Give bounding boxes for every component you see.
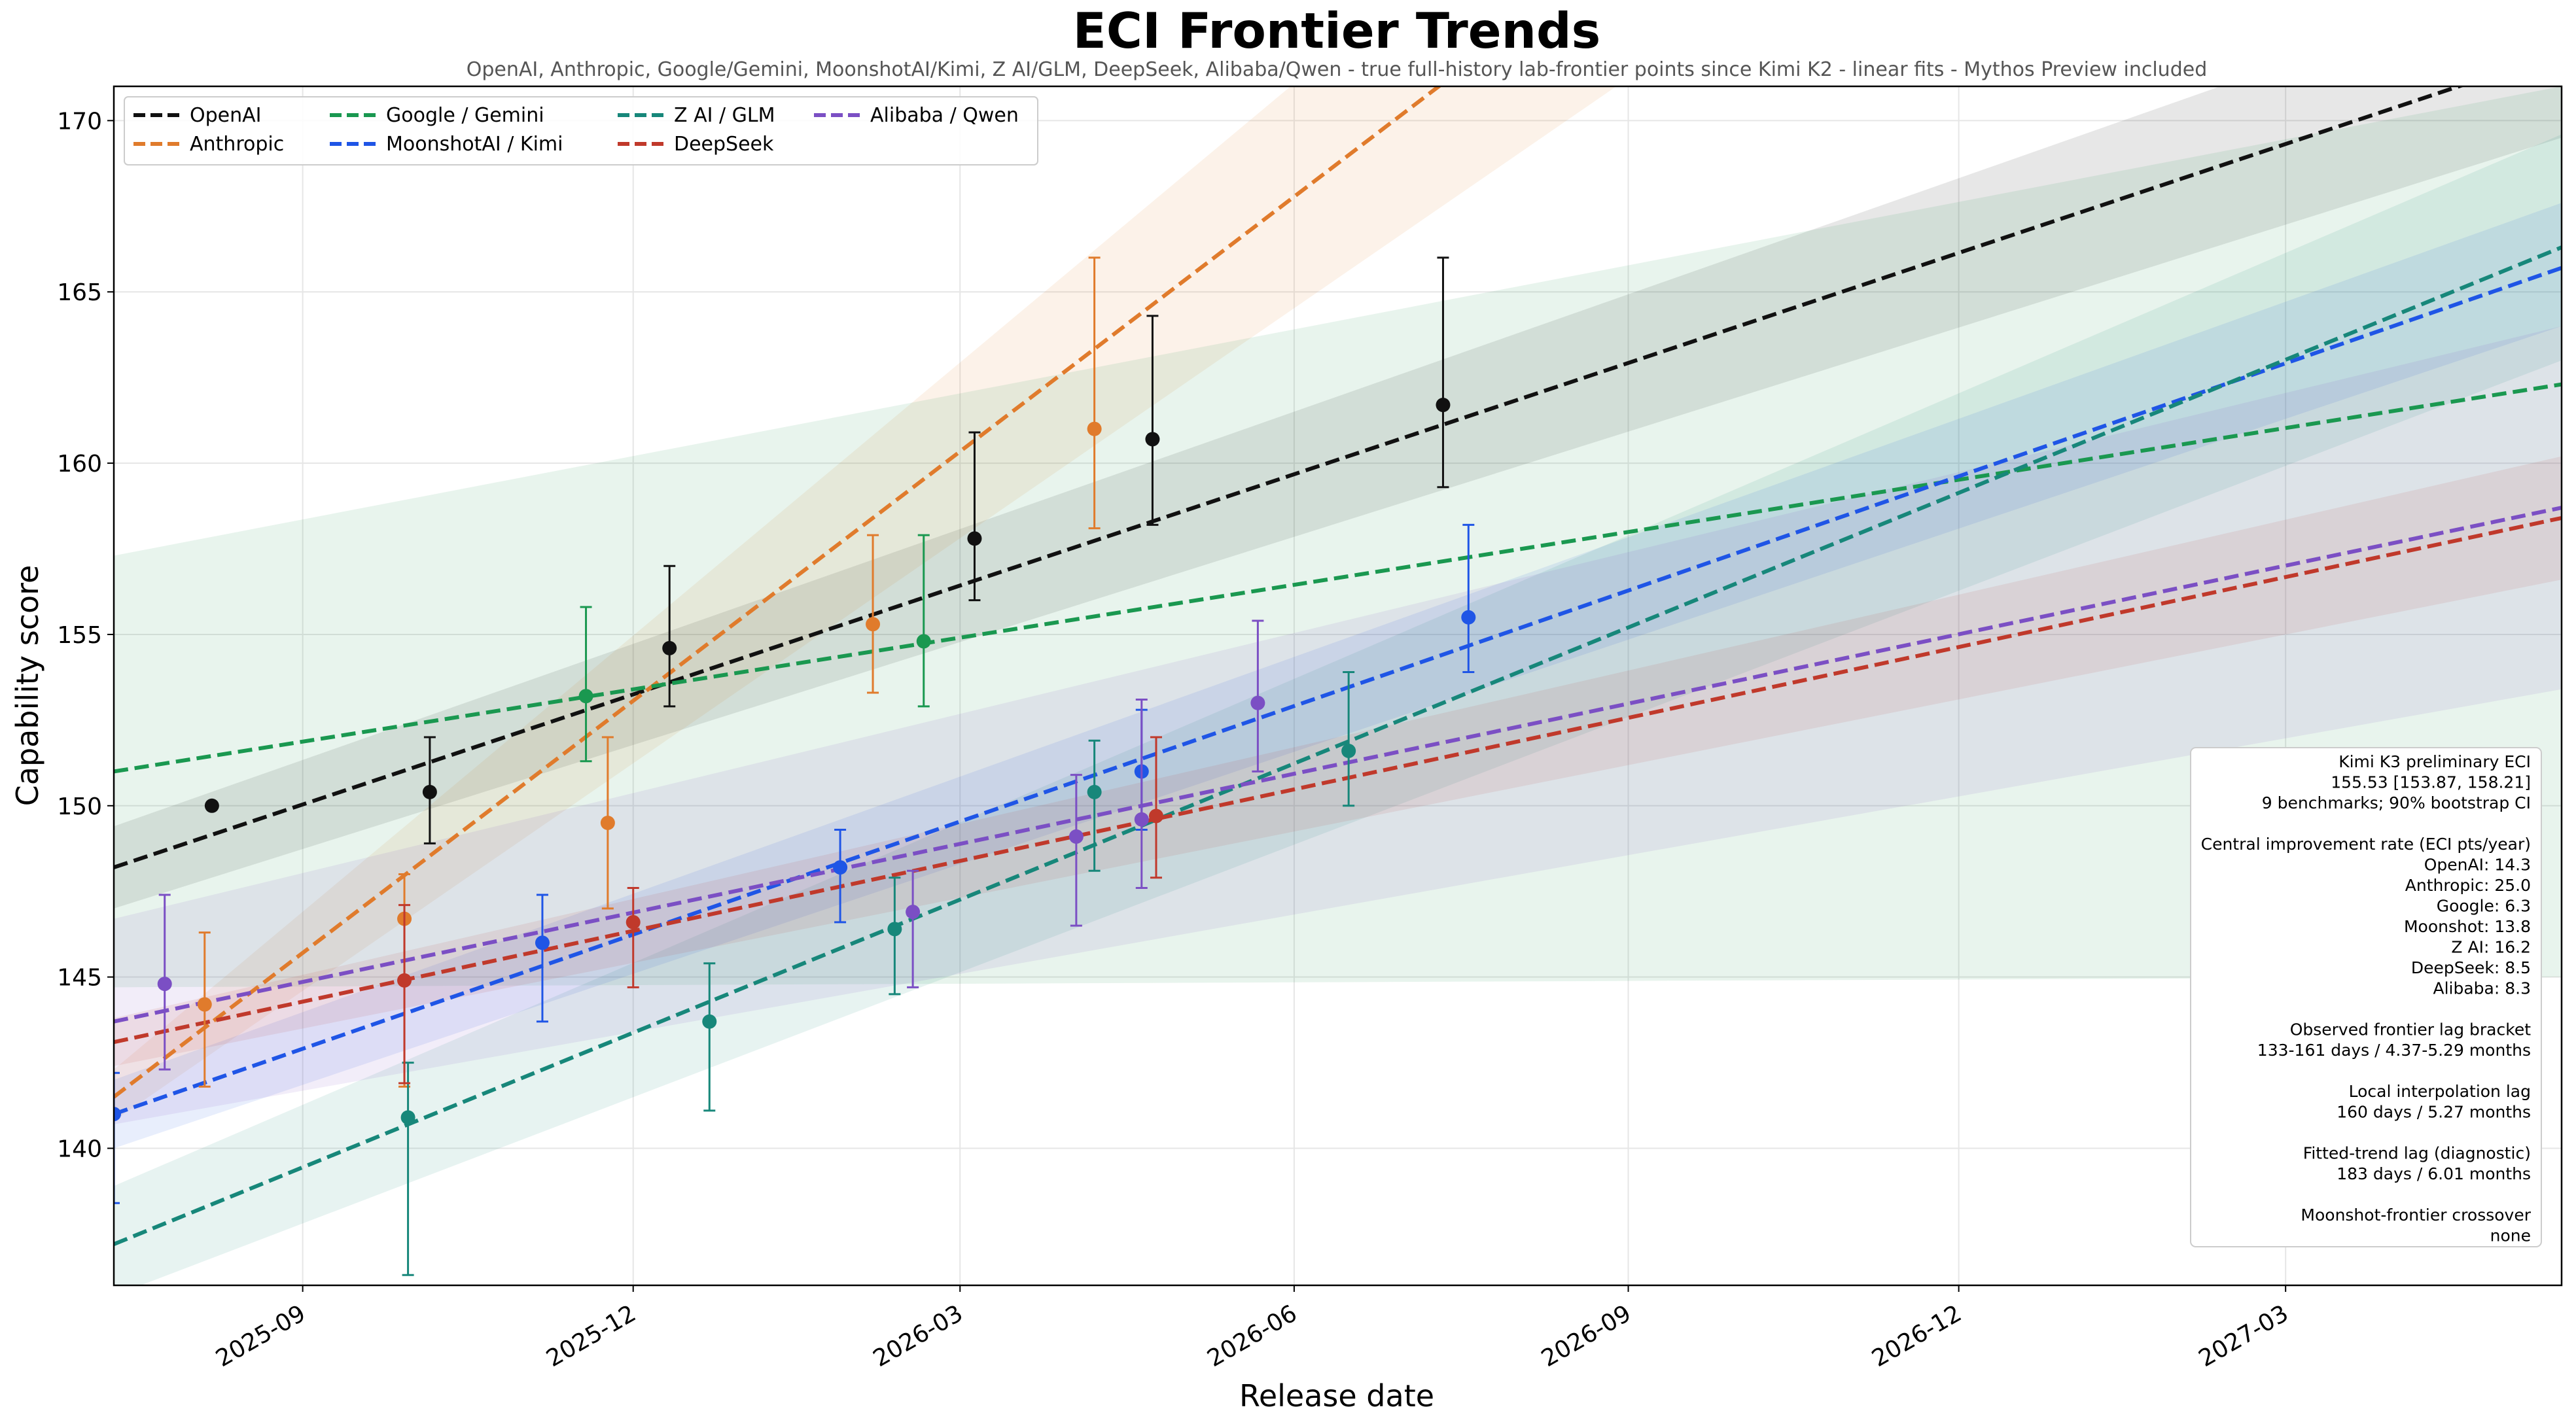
data-point xyxy=(1145,432,1160,447)
data-point xyxy=(197,997,212,1012)
legend-label: Z AI / GLM xyxy=(674,104,775,127)
confidence-band xyxy=(114,134,2562,1285)
confidence-band xyxy=(114,86,1617,1121)
info-line: none xyxy=(2490,1226,2531,1245)
data-point xyxy=(397,973,412,988)
data-point xyxy=(114,1107,121,1122)
data-point xyxy=(400,1110,415,1125)
info-line: Moonshot-frontier crossover xyxy=(2301,1206,2531,1224)
info-line: DeepSeek: 8.5 xyxy=(2411,958,2531,977)
data-point xyxy=(967,531,982,546)
data-point xyxy=(906,905,921,920)
info-line: 160 days / 5.27 months xyxy=(2337,1103,2531,1122)
info-line: 155.53 [153.87, 158.21] xyxy=(2331,773,2531,792)
legend-label: OpenAI xyxy=(190,104,262,127)
info-line: Local interpolation lag xyxy=(2349,1082,2531,1101)
confidence-band xyxy=(114,86,2562,988)
data-point xyxy=(916,634,931,649)
chart-subtitle: OpenAI, Anthropic, Google/Gemini, Moonsh… xyxy=(467,58,2208,81)
confidence-band xyxy=(114,203,2562,1149)
trend-line xyxy=(114,515,2562,1045)
y-tick-label: 155 xyxy=(57,622,102,649)
chart-title: ECI Frontier Trends xyxy=(1073,2,1601,60)
y-tick-label: 150 xyxy=(57,793,102,820)
plot-frame xyxy=(113,85,2563,1287)
data-points xyxy=(114,256,1476,1276)
info-line: Fitted-trend lag (diagnostic) xyxy=(2303,1144,2531,1163)
info-line: Moonshot: 13.8 xyxy=(2404,917,2531,936)
info-box: Kimi K3 preliminary ECI 155.53 [153.87, 1… xyxy=(2190,747,2542,1247)
data-point xyxy=(1436,398,1451,413)
info-line: Kimi K3 preliminary ECI xyxy=(2338,752,2531,771)
data-point xyxy=(1461,610,1476,625)
data-point xyxy=(662,640,677,655)
info-line: Google: 6.3 xyxy=(2437,897,2531,916)
confidence-band xyxy=(114,326,2562,1124)
y-tick-label: 145 xyxy=(57,965,102,992)
trend-line xyxy=(114,506,2562,1024)
trend-lines xyxy=(114,86,2562,1246)
confidence-bands xyxy=(114,86,2562,1285)
legend-label: Anthropic xyxy=(190,133,284,156)
confidence-band xyxy=(114,456,2562,1066)
data-point xyxy=(1134,812,1149,827)
data-point xyxy=(702,1014,717,1029)
data-point xyxy=(600,815,615,830)
data-point xyxy=(866,617,881,632)
y-tick-label: 160 xyxy=(57,451,102,478)
info-box-frame xyxy=(2190,747,2542,1247)
legend-label: Google / Gemini xyxy=(386,104,544,127)
trend-line xyxy=(114,245,2562,1246)
y-axis-label: Capability score xyxy=(10,565,45,807)
legend-label: Alibaba / Qwen xyxy=(870,104,1019,127)
trend-line xyxy=(114,382,2562,774)
info-line: 183 days / 6.01 months xyxy=(2337,1164,2531,1183)
y-tick-label: 170 xyxy=(57,108,102,135)
legend: OpenAI Anthropic Google / Gemini MoonshotAI… xyxy=(124,96,1038,165)
data-point xyxy=(833,860,848,875)
data-point xyxy=(1341,744,1356,759)
info-line: 9 benchmarks; 90% bootstrap CI xyxy=(2262,793,2531,812)
data-point xyxy=(1087,784,1102,799)
data-point xyxy=(157,977,172,992)
info-line: Central improvement rate (ECI pts/year) xyxy=(2201,835,2531,854)
info-line: Z AI: 16.2 xyxy=(2451,938,2531,957)
data-point xyxy=(626,914,641,929)
data-point xyxy=(1250,695,1265,710)
data-point xyxy=(1087,421,1102,436)
legend-label: DeepSeek xyxy=(674,133,774,156)
y-tick-label: 165 xyxy=(57,279,102,306)
trend-line xyxy=(114,86,2465,869)
info-line: OpenAI: 14.3 xyxy=(2424,856,2531,875)
confidence-band xyxy=(114,86,2562,909)
trend-line xyxy=(114,86,1442,1099)
info-line: Observed frontier lag bracket xyxy=(2290,1020,2532,1039)
info-line: Anthropic: 25.0 xyxy=(2405,876,2531,895)
data-point xyxy=(422,784,437,799)
x-axis-label: Release date xyxy=(1239,1378,1434,1414)
y-tick-label: 140 xyxy=(57,1136,102,1163)
data-point xyxy=(578,689,593,704)
data-point xyxy=(887,922,902,937)
data-point xyxy=(204,798,219,813)
data-point xyxy=(535,935,550,950)
trend-line xyxy=(114,266,2562,1116)
info-line: Alibaba: 8.3 xyxy=(2433,979,2532,998)
info-line: 133-161 days / 4.37-5.29 months xyxy=(2257,1041,2531,1060)
grid xyxy=(114,86,2562,1285)
data-point xyxy=(1148,808,1163,824)
data-point xyxy=(1068,829,1084,844)
legend-label: MoonshotAI / Kimi xyxy=(386,133,563,156)
